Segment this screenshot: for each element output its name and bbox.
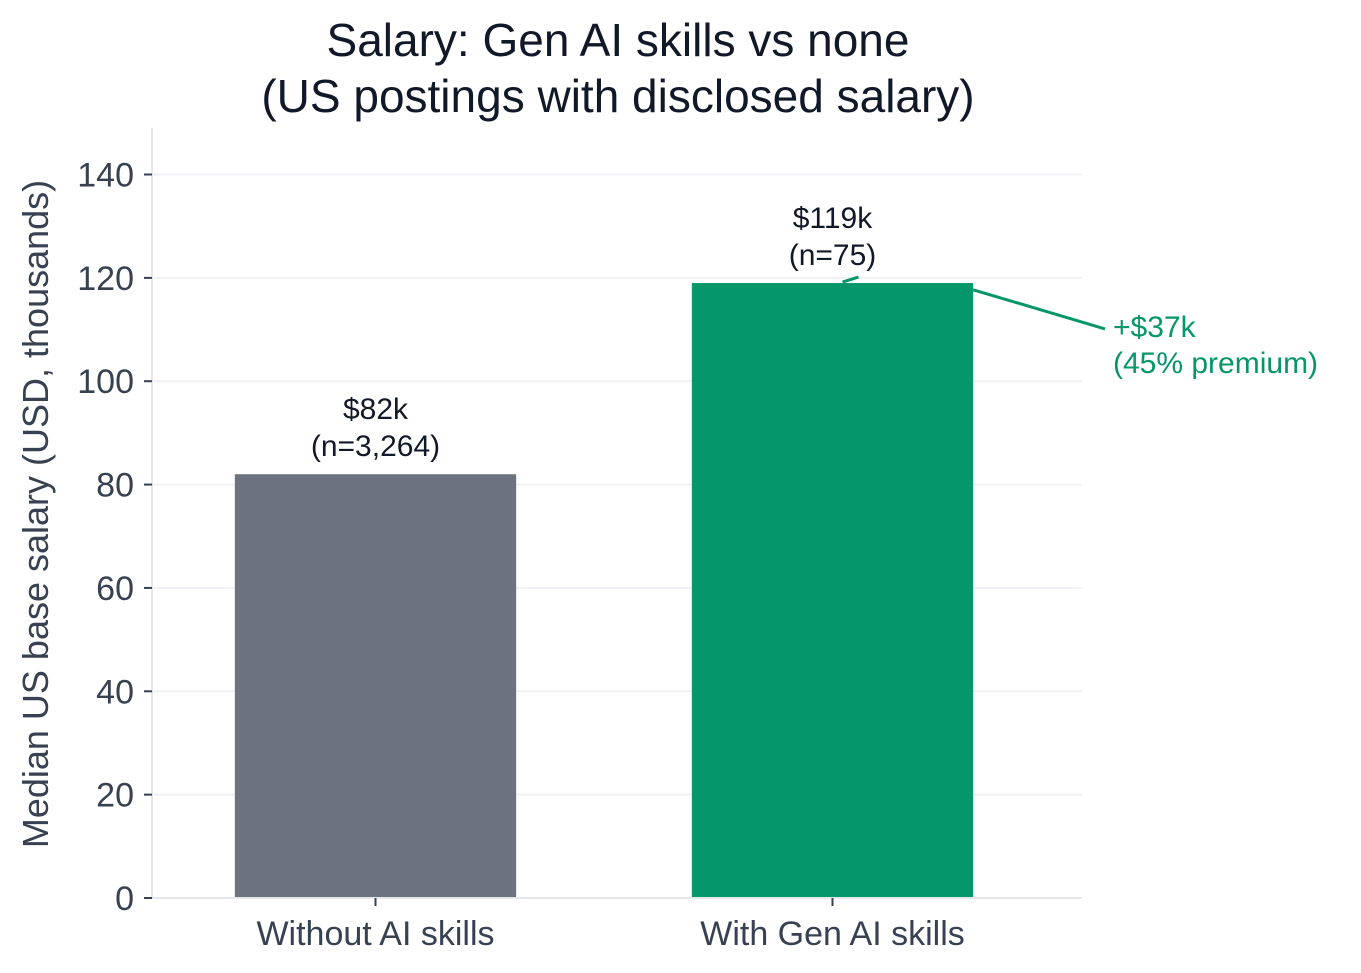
y-tick-label: 100 — [77, 363, 134, 401]
y-tick-label: 120 — [77, 260, 134, 298]
x-tick-label: Without AI skills — [256, 915, 494, 953]
bars — [234, 283, 974, 898]
y-tick-label: 40 — [96, 673, 134, 711]
bar — [234, 474, 517, 898]
bar-value-label: (n=75) — [789, 239, 877, 272]
annotation-label: +$37k — [1113, 311, 1197, 344]
axes: 0 20 40 60 80 100 120 140 Without AI skills With … — [77, 128, 1082, 953]
y-tick-label: 60 — [96, 570, 134, 608]
annotation-label: (45% premium) — [1113, 347, 1318, 380]
bar-labels: $82k (n=3,264) $119k (n=75) — [311, 202, 876, 463]
chart-title-line-2: (US postings with disclosed salary) — [261, 70, 974, 122]
premium-annotation: +$37k(45% premium) — [842, 275, 1318, 380]
chart-title-line-1: Salary: Gen AI skills vs none — [327, 14, 910, 66]
x-tick-label: With Gen AI skills — [700, 915, 965, 953]
y-tick-label: 140 — [77, 157, 134, 195]
y-axis-label: Median US base salary (USD, thousands) — [15, 180, 56, 848]
bar-value-label: (n=3,264) — [311, 430, 440, 463]
bar — [691, 283, 974, 898]
y-tick-label: 20 — [96, 777, 134, 815]
y-tick-label: 0 — [115, 880, 134, 918]
bar-value-label: $119k — [793, 202, 874, 235]
y-tick-label: 80 — [96, 467, 134, 505]
annotation-arrow-tip — [842, 275, 859, 284]
bar-value-label: $82k — [343, 393, 409, 426]
annotation-leader-line — [972, 288, 1106, 331]
